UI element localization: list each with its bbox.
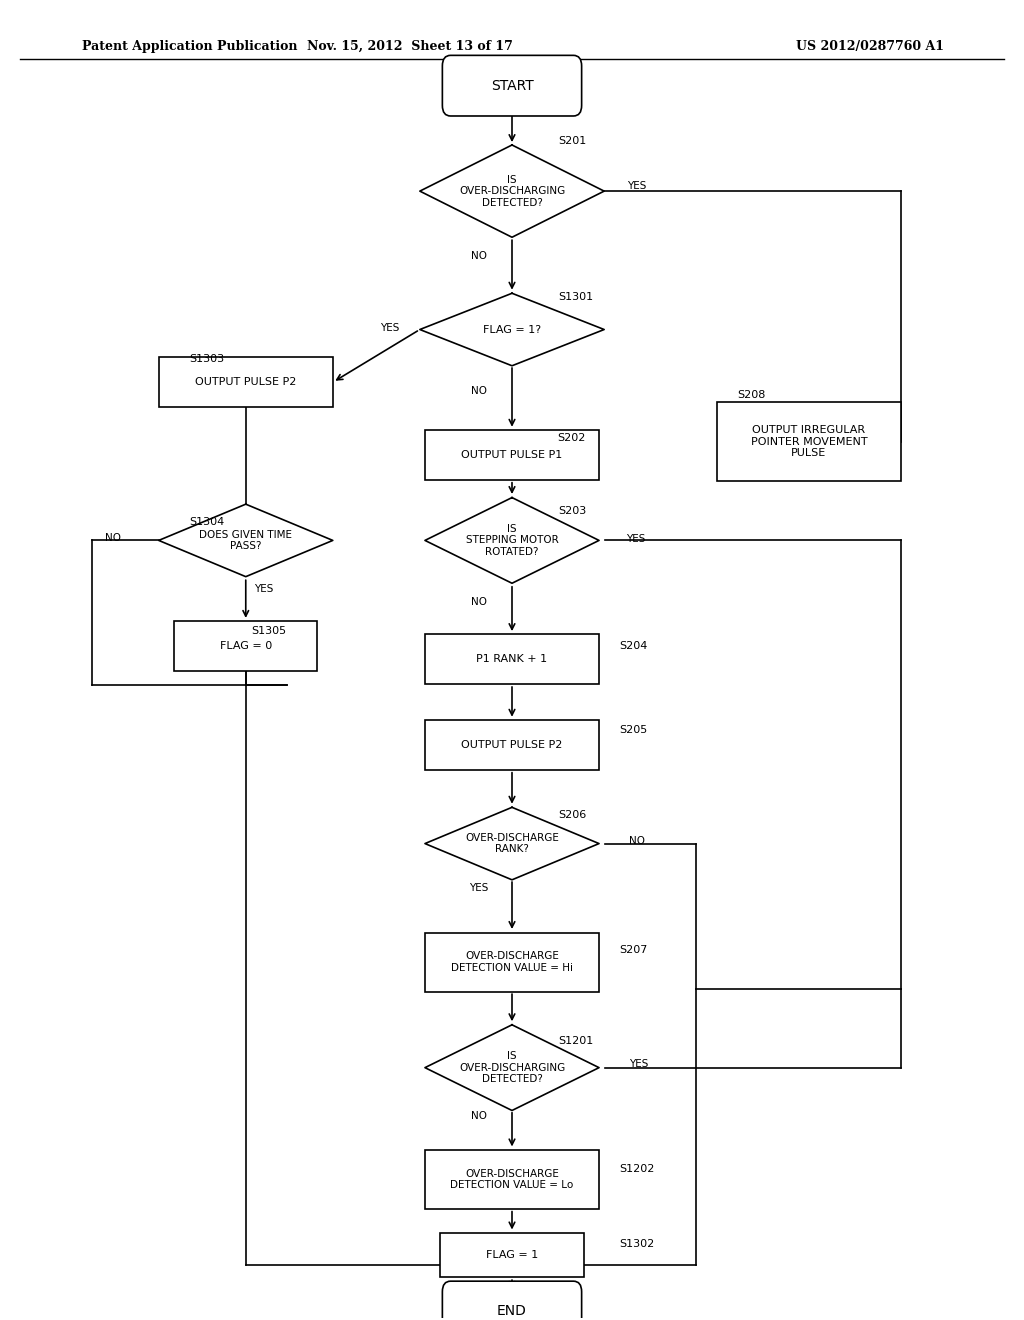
Text: NO: NO <box>629 836 645 846</box>
FancyBboxPatch shape <box>425 1150 599 1209</box>
Text: OUTPUT IRREGULAR
POINTER MOVEMENT
PULSE: OUTPUT IRREGULAR POINTER MOVEMENT PULSE <box>751 425 867 458</box>
Text: NO: NO <box>471 598 487 607</box>
Text: OUTPUT PULSE P1: OUTPUT PULSE P1 <box>462 450 562 459</box>
Text: OVER-DISCHARGE
DETECTION VALUE = Hi: OVER-DISCHARGE DETECTION VALUE = Hi <box>451 952 573 973</box>
FancyBboxPatch shape <box>159 358 333 408</box>
Text: S207: S207 <box>620 945 648 956</box>
FancyBboxPatch shape <box>442 1282 582 1320</box>
FancyBboxPatch shape <box>425 430 599 479</box>
FancyBboxPatch shape <box>174 620 317 671</box>
Text: S1302: S1302 <box>620 1239 654 1249</box>
Text: S1304: S1304 <box>189 517 224 527</box>
Text: OVER-DISCHARGE
RANK?: OVER-DISCHARGE RANK? <box>465 833 559 854</box>
Text: END: END <box>497 1304 527 1319</box>
Text: Patent Application Publication: Patent Application Publication <box>82 40 297 53</box>
FancyBboxPatch shape <box>425 634 599 684</box>
Text: FLAG = 1: FLAG = 1 <box>485 1250 539 1259</box>
Text: US 2012/0287760 A1: US 2012/0287760 A1 <box>797 40 944 53</box>
Text: NO: NO <box>104 533 121 543</box>
Text: S205: S205 <box>620 725 648 735</box>
Text: IS
OVER-DISCHARGING
DETECTED?: IS OVER-DISCHARGING DETECTED? <box>459 1051 565 1084</box>
FancyBboxPatch shape <box>425 719 599 770</box>
Text: FIG. 13: FIG. 13 <box>450 70 574 102</box>
Text: S204: S204 <box>620 642 648 651</box>
Text: S202: S202 <box>557 433 586 442</box>
Text: START: START <box>490 79 534 92</box>
Text: S203: S203 <box>558 507 587 516</box>
Text: OUTPUT PULSE P2: OUTPUT PULSE P2 <box>462 739 562 750</box>
FancyBboxPatch shape <box>717 403 901 480</box>
Text: YES: YES <box>254 585 273 594</box>
Text: S1301: S1301 <box>558 292 593 301</box>
Text: S1201: S1201 <box>558 1036 593 1047</box>
Text: DOES GIVEN TIME
PASS?: DOES GIVEN TIME PASS? <box>200 529 292 552</box>
Text: S1305: S1305 <box>251 627 286 636</box>
Text: IS
STEPPING MOTOR
ROTATED?: IS STEPPING MOTOR ROTATED? <box>466 524 558 557</box>
Text: FLAG = 0: FLAG = 0 <box>219 642 272 651</box>
Text: S1202: S1202 <box>620 1164 655 1173</box>
FancyBboxPatch shape <box>442 55 582 116</box>
Text: YES: YES <box>380 323 399 333</box>
Text: OUTPUT PULSE P2: OUTPUT PULSE P2 <box>196 378 296 387</box>
Text: NO: NO <box>471 251 487 261</box>
Text: P1 RANK + 1: P1 RANK + 1 <box>476 653 548 664</box>
FancyBboxPatch shape <box>440 1233 584 1276</box>
Text: YES: YES <box>627 181 646 191</box>
Text: OVER-DISCHARGE
DETECTION VALUE = Lo: OVER-DISCHARGE DETECTION VALUE = Lo <box>451 1170 573 1191</box>
Text: Nov. 15, 2012  Sheet 13 of 17: Nov. 15, 2012 Sheet 13 of 17 <box>306 40 513 53</box>
Text: IS
OVER-DISCHARGING
DETECTED?: IS OVER-DISCHARGING DETECTED? <box>459 174 565 207</box>
Text: NO: NO <box>471 387 487 396</box>
FancyBboxPatch shape <box>425 932 599 991</box>
Text: S1303: S1303 <box>189 354 224 363</box>
Text: S206: S206 <box>558 809 587 820</box>
Text: YES: YES <box>626 535 645 544</box>
Text: YES: YES <box>470 883 488 894</box>
Text: FLAG = 1?: FLAG = 1? <box>483 325 541 334</box>
Text: S201: S201 <box>558 136 587 147</box>
Text: S208: S208 <box>737 391 766 400</box>
Text: YES: YES <box>629 1059 648 1069</box>
Text: NO: NO <box>471 1111 487 1122</box>
